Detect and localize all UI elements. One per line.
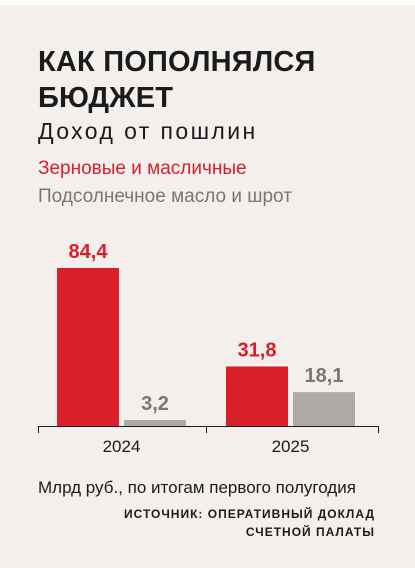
source-note: ИСТОЧНИК: ОПЕРАТИВНЫЙ ДОКЛАД СЧЕТНОЙ ПАЛ… [124,507,375,539]
top-rule [0,0,415,5]
bar-2025-series2 [293,392,355,426]
legend-series-oil: Подсолнечное масло и шрот [38,186,292,207]
chart-subtitle: Доход от пошлин [38,118,258,144]
x-tick-label-2025: 2025 [272,437,310,456]
value-label-2024-series2: 3,2 [141,393,169,415]
units-note: Млрд руб., по итогам первого полугодия [38,478,356,497]
x-tick-label-2024: 2024 [103,437,141,456]
bar-2024-series2 [124,420,186,426]
bars-layer: 84,4 3,2 31,8 18,1 [57,241,355,426]
bar-2025-series1 [226,366,288,426]
legend-series-grain: Зерновые и масличные [38,158,247,179]
chart-title: КАК ПОПОЛНЯЛСЯ БЮДЖЕТ [38,46,316,114]
value-label-2024-series1: 84,4 [69,241,109,263]
bar-2024-series1 [57,268,119,426]
value-label-2025-series1: 31,8 [238,339,277,361]
value-label-2025-series2: 18,1 [305,365,344,387]
axis-layer: 2024 2025 [38,426,379,456]
